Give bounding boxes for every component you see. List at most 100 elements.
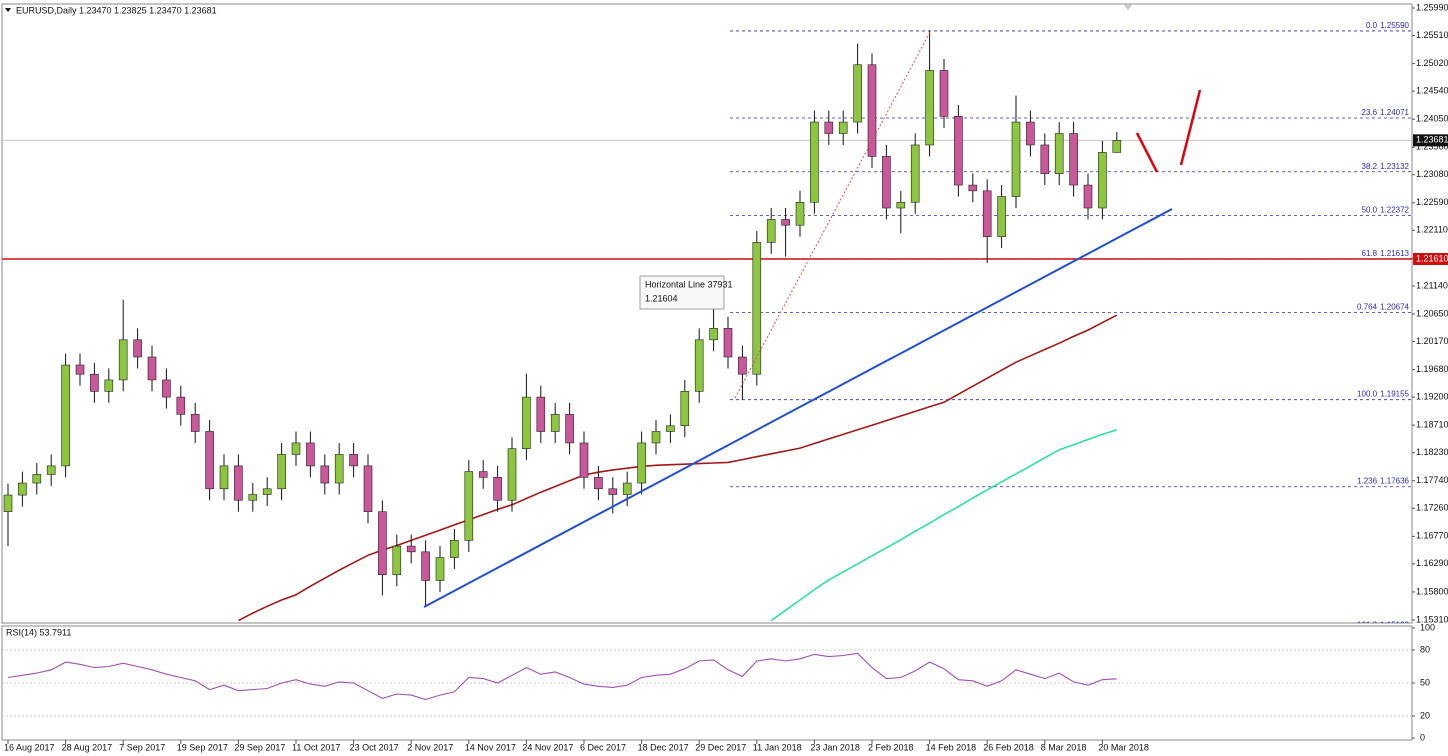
y-tick-label: 1.20170 [1416, 336, 1448, 346]
candle-body [666, 425, 675, 432]
candle-body [766, 219, 776, 243]
candle-body [550, 413, 560, 432]
fib-level-value: 1.19155 [1380, 390, 1409, 399]
candle-body [320, 465, 330, 484]
x-tick-label: 7 Sep 2017 [119, 742, 165, 752]
y-tick-label: 1.20650 [1416, 308, 1448, 318]
chart-title: EURUSD,Daily 1.23470 1.23825 1.23470 1.2… [16, 5, 217, 15]
candle-body [421, 551, 430, 581]
fib-label: 1.236 1.17636 [1357, 477, 1410, 486]
y-tick-label: 1.15800 [1416, 586, 1448, 596]
fib-label: 100.0 1.19155 [1357, 390, 1410, 399]
fib-base-line [734, 31, 931, 399]
candle-body [205, 431, 214, 490]
candle-body [651, 431, 661, 444]
drawings [423, 5, 1202, 608]
candle-body [507, 448, 517, 501]
x-tick-label: 29 Dec 2017 [695, 742, 746, 752]
y-tick-label: 1.15310 [1416, 614, 1448, 624]
main-panel [1, 3, 1413, 624]
candle-body [61, 364, 70, 467]
y-tick-label: 1.18230 [1416, 447, 1448, 457]
candle-body [450, 540, 459, 558]
candle-body [1011, 121, 1021, 197]
arrow-down [1135, 132, 1159, 173]
candle-body [1054, 133, 1064, 174]
candle-body [90, 373, 99, 392]
candle-body [234, 465, 243, 501]
candle-body [306, 442, 315, 467]
candle-body [32, 474, 42, 484]
y-tick-label: 1.22110 [1416, 225, 1448, 235]
y-tick-label: 1.24050 [1416, 114, 1448, 124]
fib-level-value: 1.23132 [1380, 162, 1409, 171]
candle-body [723, 328, 733, 358]
x-tick-label: 8 Mar 2018 [1041, 742, 1087, 752]
last-price-label: 1.23681 [1416, 135, 1448, 145]
fib-level-name: 0.764 [1357, 303, 1378, 312]
fib-level-value: 1.24071 [1380, 108, 1409, 117]
fib-label: 38.2 1.23132 [1362, 162, 1410, 171]
x-tick-label: 29 Sep 2017 [234, 742, 285, 752]
fib-level-value: 1.21613 [1380, 249, 1409, 258]
candle-body [248, 494, 258, 501]
candle-body [968, 184, 978, 192]
candle-body [579, 442, 589, 478]
candle-body [824, 121, 834, 134]
tooltip-box [639, 275, 725, 310]
candle-body [162, 379, 171, 398]
candle-body [46, 465, 56, 475]
x-tick-label: 14 Feb 2018 [926, 742, 977, 752]
candle-body [363, 465, 373, 513]
x-tick-label: 2 Nov 2017 [407, 742, 453, 752]
candle-body [1040, 144, 1050, 174]
main-plot: 0.0 1.25590 23.6 1.24071 38.2 1.23132 50.0 1.22… [2, 21, 1412, 630]
menu-triangle [5, 8, 11, 12]
y-tick-label: 1.16290 [1416, 558, 1448, 568]
candle-body [752, 242, 762, 375]
candle-body [190, 413, 200, 432]
candle-body [810, 121, 819, 203]
candle-body [291, 442, 301, 455]
candle-body [1098, 152, 1107, 209]
fib-label: 161.8 1.15128 [1357, 621, 1410, 630]
x-tick-label: 24 Nov 2017 [522, 742, 573, 752]
candle-body [176, 396, 186, 415]
y-tick-label: 1.25020 [1416, 58, 1448, 68]
candle-body [853, 64, 862, 123]
candle-body [406, 545, 416, 553]
fib-level-name: 100.0 [1357, 390, 1378, 399]
x-tick-label: 23 Jan 2018 [810, 742, 860, 752]
candle-body [709, 328, 718, 341]
candle-body [18, 482, 27, 496]
candle-body [133, 339, 142, 358]
candle-body [1112, 140, 1122, 153]
fib-level-name: 61.8 [1362, 249, 1378, 258]
x-tick-label: 2 Feb 2018 [868, 742, 914, 752]
candle-body [925, 70, 934, 146]
fib-level-value: 1.15128 [1380, 621, 1409, 630]
candle-body [349, 454, 358, 467]
y-tick-label: 1.17260 [1416, 503, 1448, 513]
fib-level-name: 0.0 [1366, 21, 1378, 30]
candle-body [522, 396, 531, 449]
x-tick-label: 16 Aug 2017 [4, 742, 55, 752]
y-tick-label: 1.22590 [1416, 197, 1448, 207]
rsi-tick-label: 100 [1420, 622, 1435, 632]
candle-body [392, 545, 402, 576]
fib-label: 0.0 1.25590 [1366, 21, 1410, 30]
fib-level-value: 1.25590 [1380, 21, 1409, 30]
candle-body [680, 391, 690, 427]
rsi-tick-label: 80 [1420, 644, 1430, 654]
x-tick-label: 11 Oct 2017 [292, 742, 340, 752]
candle-body [1083, 184, 1093, 209]
rsi-title: RSI(14) 53.7911 [6, 627, 71, 637]
candle-body [637, 442, 646, 484]
candle-body [838, 121, 848, 134]
candle-body [954, 116, 963, 186]
fib-level-value: 1.17636 [1380, 477, 1409, 486]
candle-body [1069, 133, 1078, 186]
candle-body [608, 488, 618, 495]
x-tick-label: 6 Dec 2017 [580, 742, 626, 752]
